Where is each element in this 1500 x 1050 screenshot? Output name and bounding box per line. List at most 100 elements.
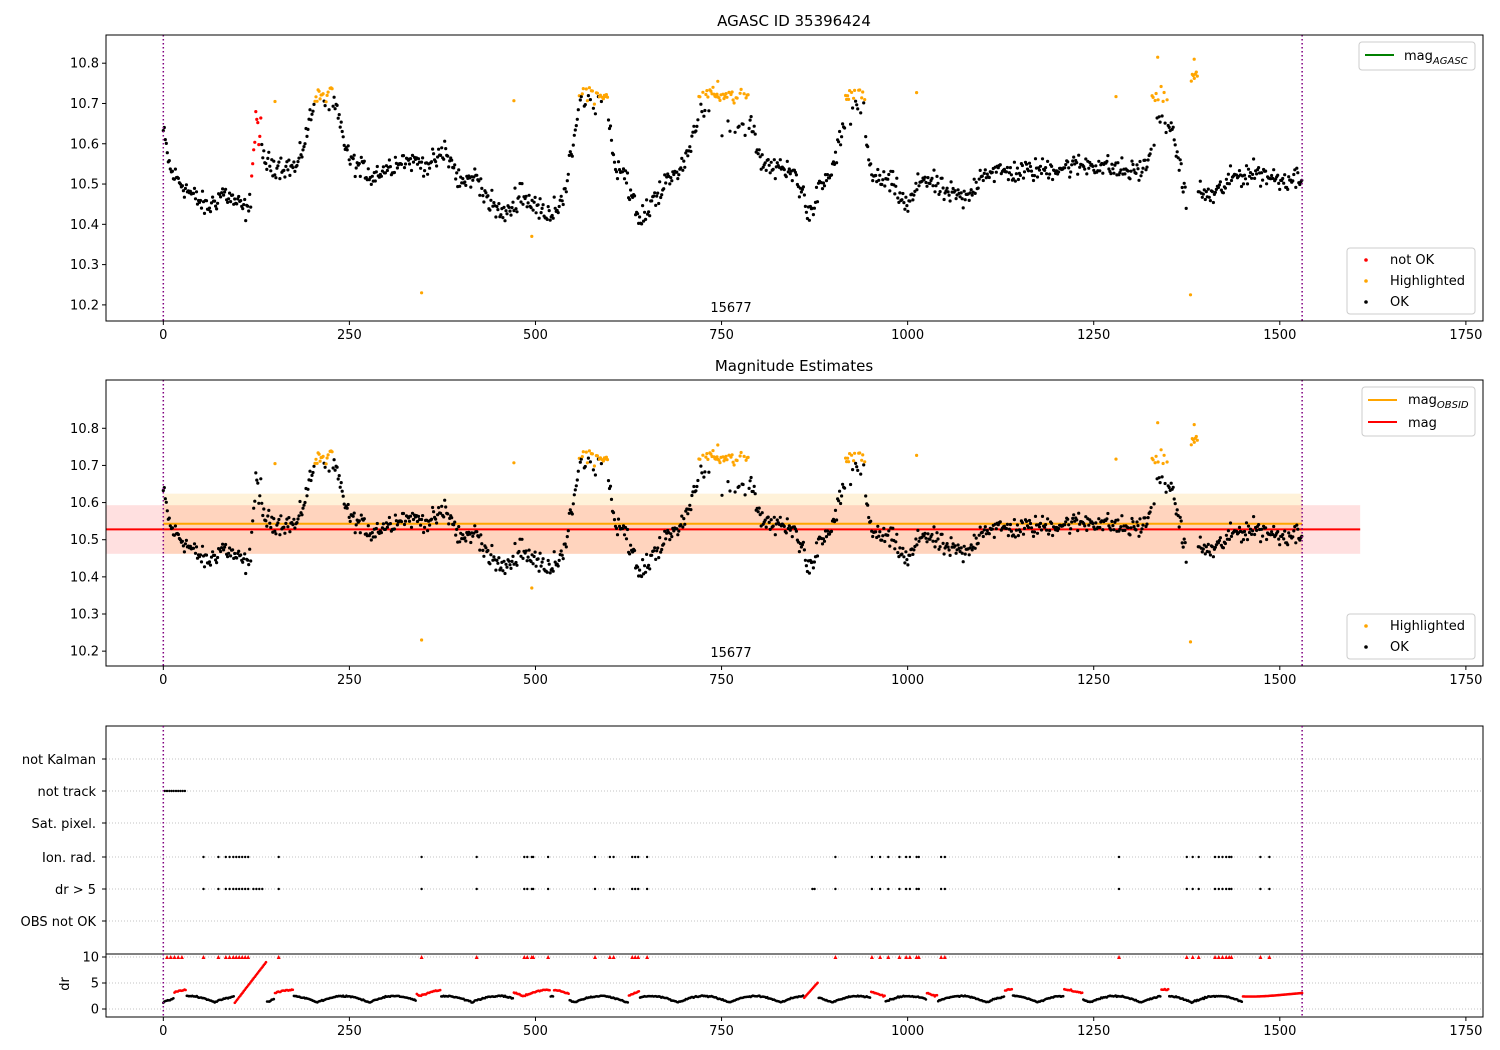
magnitude-point-ok — [1160, 475, 1164, 479]
agasc-point-hl — [716, 79, 720, 83]
magnitude-point-ok — [1071, 516, 1075, 521]
agasc-point-ok — [473, 167, 477, 171]
magnitude-point-ok — [650, 553, 654, 557]
magnitude-point-ok — [769, 518, 773, 522]
magnitude-point-ok — [219, 549, 223, 554]
agasc-point-ok — [564, 190, 568, 194]
magnitude-point-ok — [492, 555, 496, 559]
dr-point-flagged — [1080, 991, 1084, 994]
dr-flag-marker — [474, 955, 479, 959]
agasc-point-hl — [718, 98, 722, 102]
agasc-point-ok — [954, 197, 958, 201]
agasc-point-hl — [732, 101, 736, 105]
magnitude-point-ok — [866, 503, 870, 507]
agasc-point-ok — [681, 168, 685, 172]
agasc-point-ok — [262, 149, 266, 153]
agasc-point-notok — [253, 140, 257, 144]
agasc-point-hl — [273, 99, 277, 104]
agasc-point-ok — [675, 170, 679, 174]
magnitude-point-ok — [481, 548, 485, 553]
agasc-point-ok — [1218, 180, 1222, 184]
agasc-point-ok — [912, 193, 916, 197]
magnitude-point-ok — [282, 525, 286, 529]
magnitude-point-ok — [680, 514, 684, 518]
magnitude-point-ok — [1131, 520, 1135, 524]
magnitude-point-ok — [1109, 528, 1113, 532]
magnitude-point-ok — [303, 500, 307, 505]
agasc-point-ok — [553, 206, 557, 210]
magnitude-point-ok — [1253, 532, 1257, 537]
agasc-point-ok — [670, 179, 674, 183]
magnitude-point-ok — [161, 488, 165, 493]
agasc-point-hl — [1154, 91, 1158, 96]
magnitude-point-ok — [915, 543, 919, 547]
agasc-point-ok — [1152, 143, 1156, 147]
magnitude-point-ok — [337, 474, 341, 478]
magnitude-point-ok — [1046, 517, 1050, 521]
agasc-point-ok — [215, 207, 219, 211]
magnitude-point-ok — [336, 477, 340, 481]
agasc-point-ok — [1066, 160, 1070, 164]
agasc-point-ok — [680, 156, 684, 160]
dr-point-flagged — [1166, 987, 1170, 991]
magnitude-point-ok — [1247, 530, 1252, 535]
agasc-point-ok — [1037, 168, 1042, 172]
dr-point — [801, 994, 805, 997]
magnitude-point-ok — [973, 546, 977, 550]
magnitude-point-ok — [1223, 541, 1227, 546]
flag-point — [943, 887, 947, 891]
magnitude-point-ok — [246, 558, 250, 562]
agasc-point-ok — [517, 195, 521, 199]
magnitude-point-ok — [1157, 476, 1161, 480]
magnitude-point-ok — [962, 544, 966, 548]
dr-xtick-label: 1500 — [1263, 1024, 1296, 1039]
magnitude-point-ok — [305, 494, 309, 498]
agasc-point-ok — [1119, 168, 1123, 172]
magnitude-point-ok — [840, 494, 844, 498]
magnitude-point-ok — [1007, 527, 1012, 531]
agasc-point-ok — [703, 108, 707, 113]
magnitude-point-ok — [216, 555, 220, 560]
flag-point — [939, 887, 943, 891]
magnitude-point-ok — [502, 559, 506, 563]
magnitude-point-ok — [1037, 525, 1042, 529]
magnitude-point-ok — [351, 514, 355, 518]
agasc-point-hl — [1189, 79, 1193, 83]
magnitude-point-ok — [773, 533, 777, 537]
agasc-point-ok — [214, 204, 218, 208]
agasc-point-ok — [481, 194, 485, 198]
magnitude-point-ok — [560, 553, 564, 557]
agasc-point-hl — [863, 98, 867, 102]
agasc-point-ok — [1296, 171, 1300, 175]
magnitude-point-ok — [534, 564, 538, 568]
agasc-point-ok — [1281, 176, 1285, 181]
magnitude-point-ok — [901, 546, 905, 551]
magnitude-point-ok — [496, 561, 500, 565]
agasc-point-ok — [803, 204, 808, 208]
agasc-point-ok — [815, 200, 820, 204]
magnitude-point-ok — [536, 557, 540, 561]
agasc-point-ok — [660, 193, 664, 197]
agasc-point-hl — [1192, 57, 1196, 61]
flag-point — [870, 855, 874, 859]
magnitude-point-hl — [1151, 458, 1155, 462]
dr-point-flagged — [816, 981, 819, 985]
magnitude-point-ok — [442, 515, 446, 519]
agasc-point-ok — [1097, 159, 1101, 163]
magnitude-ytick-label: 10.8 — [70, 422, 99, 437]
magnitude-point-ok — [703, 470, 707, 474]
agasc-point-ok — [856, 107, 860, 111]
magnitude-point-ok — [760, 511, 764, 515]
dr-flag-marker — [1224, 955, 1229, 959]
magnitude-point-ok — [614, 526, 619, 531]
magnitude-point-ok — [1105, 517, 1109, 521]
agasc-point-ok — [551, 216, 555, 220]
magnitude-point-ok — [264, 519, 268, 523]
magnitude-point-hl — [863, 460, 867, 464]
magnitude-point-ok — [878, 530, 882, 534]
agasc-point-ok — [1070, 163, 1074, 167]
agasc-point-ok — [209, 201, 214, 205]
agasc-point-ok — [545, 217, 549, 221]
magnitude-point-ok — [1272, 524, 1276, 529]
